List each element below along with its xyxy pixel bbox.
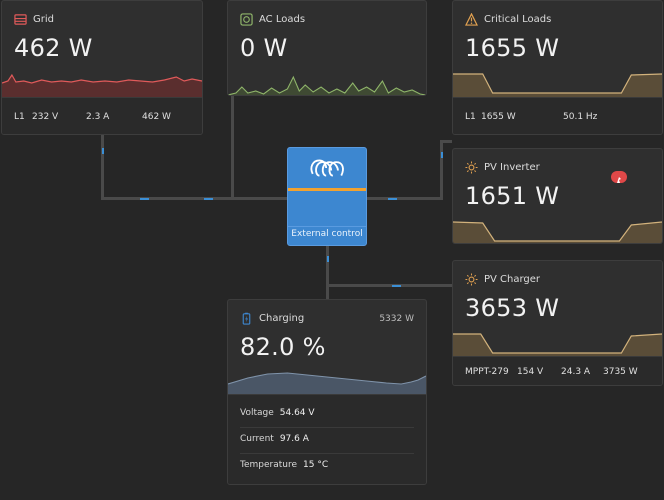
sun-icon — [465, 273, 478, 286]
pv-charger-card[interactable]: PV Charger 3653 W MPPT-279 154 V 24.3 A … — [452, 260, 663, 386]
critical-loads-title: Critical Loads — [484, 14, 552, 25]
flow-dot — [102, 148, 104, 154]
flow-dot — [327, 256, 329, 262]
critical-loads-footer: L1 1655 W 50.1 Hz — [453, 97, 662, 134]
pv-charger-footer: MPPT-279 154 V 24.3 A 3735 W — [453, 356, 662, 385]
ac-loads-icon — [240, 13, 253, 26]
critical-loads-chart — [453, 73, 662, 97]
critical-loads-phase: L1 — [465, 112, 476, 122]
pv-charger-device: MPPT-279 — [465, 367, 509, 377]
battery-current: 97.6 A — [279, 434, 309, 444]
current-label: Current — [240, 434, 274, 444]
alarm-badge-icon[interactable] — [611, 171, 627, 183]
flow-dot — [392, 285, 401, 287]
pv-inverter-chart — [453, 221, 662, 243]
ac-loads-power: 0 W — [240, 34, 288, 62]
pv-charger-voltage: 154 V — [517, 367, 544, 377]
battery-temperature: 15 °C — [303, 460, 329, 470]
grid-footer: L1 232 V 2.3 A 462 W — [2, 97, 202, 134]
battery-card[interactable]: Charging 5332 W 82.0 % Voltage 54.64 V Cu… — [227, 299, 427, 485]
ac-loads-chart — [228, 75, 426, 95]
flow-dot — [204, 198, 213, 200]
inverter-label: External control — [291, 229, 363, 239]
warning-icon — [465, 13, 478, 26]
pv-charger-title: PV Charger — [484, 274, 541, 285]
pv-inverter-card[interactable]: PV Inverter 1651 W — [452, 148, 663, 244]
wire-grid — [101, 134, 104, 200]
grid-icon — [14, 14, 27, 25]
pv-charger-device-power: 3735 W — [603, 367, 638, 377]
grid-current: 2.3 A — [86, 112, 110, 122]
wire-pv-charger — [326, 284, 452, 287]
row-divider — [240, 427, 414, 428]
grid-voltage: 232 V — [32, 112, 59, 122]
wire-ac-loads — [231, 95, 234, 200]
grid-power: 462 W — [14, 34, 93, 62]
battery-details: Voltage 54.64 V Current 97.6 A Temperature… — [228, 394, 426, 484]
pv-inverter-title: PV Inverter — [484, 162, 540, 173]
battery-soc-chart — [228, 372, 426, 394]
flow-dot — [140, 198, 149, 200]
grid-card[interactable]: Grid 462 W L1 232 V 2.3 A 462 W — [1, 0, 203, 135]
inverter-card[interactable]: External control — [287, 147, 367, 246]
sun-icon — [465, 161, 478, 174]
victron-logo — [288, 148, 366, 188]
battery-title: Charging — [259, 313, 305, 324]
wire-right-riser — [440, 140, 443, 200]
wire-left-bus — [101, 197, 288, 200]
ac-loads-title: AC Loads — [259, 14, 306, 25]
grid-title: Grid — [33, 14, 54, 25]
grid-phase-power: 462 W — [142, 112, 171, 122]
critical-loads-phase-power: 1655 W — [481, 112, 516, 122]
inverter-accent-bar — [288, 188, 366, 191]
grid-phase: L1 — [14, 112, 25, 122]
flow-dot — [388, 198, 397, 200]
pv-charger-chart — [453, 333, 662, 356]
battery-soc: 82.0 % — [240, 333, 326, 361]
critical-loads-power: 1655 W — [465, 34, 560, 62]
voltage-label: Voltage — [240, 408, 274, 418]
row-divider — [240, 453, 414, 454]
wire-critical — [440, 140, 452, 143]
battery-power: 5332 W — [379, 314, 414, 324]
ac-loads-card[interactable]: AC Loads 0 W — [227, 0, 427, 96]
wire-right-bus — [366, 197, 442, 200]
pv-inverter-power: 1651 W — [465, 182, 560, 210]
wire-inverter-down — [326, 246, 329, 300]
pv-charger-current: 24.3 A — [561, 367, 591, 377]
critical-loads-card[interactable]: Critical Loads 1655 W L1 1655 W 50.1 Hz — [452, 0, 663, 135]
inverter-divider — [288, 226, 366, 227]
temperature-label: Temperature — [240, 460, 298, 470]
battery-voltage: 54.64 V — [279, 408, 315, 418]
grid-chart — [2, 73, 202, 97]
flow-dot — [441, 152, 443, 158]
battery-charging-icon — [242, 312, 251, 325]
critical-loads-frequency: 50.1 Hz — [563, 112, 598, 122]
pv-charger-power: 3653 W — [465, 294, 560, 322]
